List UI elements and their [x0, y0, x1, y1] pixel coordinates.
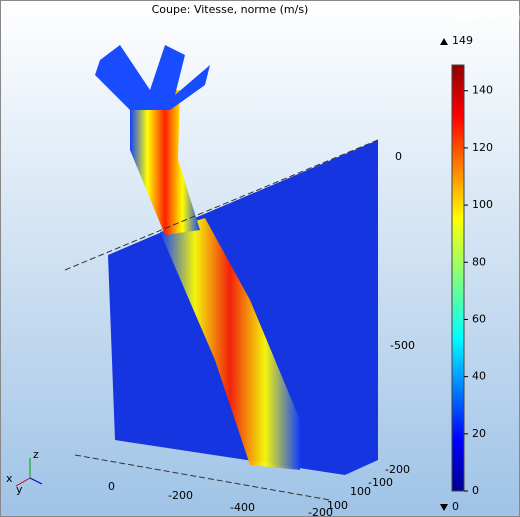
chart-title: Coupe: Vitesse, norme (m/s) — [152, 3, 309, 16]
scene-tick-label: 100 — [350, 485, 371, 498]
tick-label: 120 — [472, 141, 493, 154]
axis-name: z — [33, 448, 39, 461]
tick-label: 80 — [472, 255, 486, 268]
tick-label: 140 — [472, 84, 493, 97]
axis-name: y — [16, 483, 23, 496]
max-label: 149 — [452, 34, 473, 47]
tick-label: 40 — [472, 370, 486, 383]
tick-label: 20 — [472, 427, 486, 440]
jet-band — [160, 218, 300, 470]
axis — [15, 477, 31, 487]
nozzle — [130, 90, 200, 235]
scene-tick-label: -100 — [368, 476, 393, 489]
edge — [74, 454, 331, 501]
colorbar — [451, 64, 465, 492]
axis-name: x — [6, 472, 13, 485]
logo: COMSOL MULTIPHYSICS — [450, 14, 520, 23]
scene-tick-label: 100 — [327, 499, 348, 512]
min-label: 0 — [452, 500, 459, 513]
axis — [29, 477, 43, 485]
tick-label: 60 — [472, 312, 486, 325]
scene — [64, 45, 379, 501]
scene-tick-label: -500 — [390, 339, 415, 352]
min-marker — [440, 504, 448, 511]
scene-tick-label: -200 — [308, 506, 333, 517]
tick-label: 100 — [472, 198, 493, 211]
scene-tick-label: 0 — [395, 150, 402, 163]
scene-tick-label: 0 — [108, 480, 115, 493]
edge — [64, 139, 379, 271]
max-marker — [440, 38, 448, 45]
inlet — [95, 45, 210, 110]
scene-tick-label: -200 — [168, 489, 193, 502]
scene-tick-label: -400 — [230, 501, 255, 514]
scene-tick-label: -200 — [385, 463, 410, 476]
tick-label: 0 — [472, 484, 479, 497]
